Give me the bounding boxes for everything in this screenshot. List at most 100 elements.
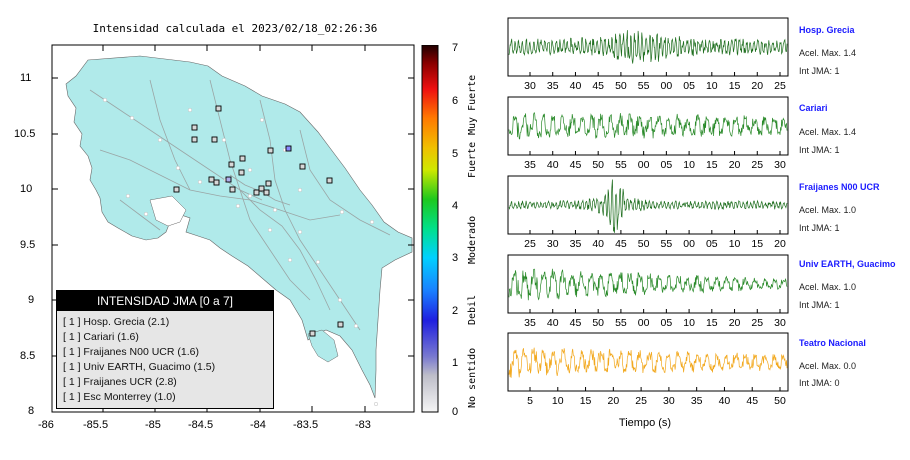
station-marker — [299, 163, 306, 170]
time-tick-label: 25 — [751, 317, 763, 329]
time-tick-label: 15 — [580, 395, 592, 407]
colorbar-tick: 3 — [452, 252, 459, 264]
time-tick-label: 35 — [524, 159, 536, 171]
legend-row: [ 1 ] Fraijanes N00 UCR (1.6) — [63, 346, 199, 358]
road-network — [89, 79, 391, 331]
time-tick-label: 20 — [607, 395, 619, 407]
time-tick-label: 40 — [592, 238, 604, 250]
time-tick-label: 10 — [706, 80, 718, 92]
station-acel: Acel. Max. 1.4 — [799, 48, 857, 58]
time-tick-label: 00 — [683, 238, 695, 250]
x-tick: -85 — [145, 419, 161, 431]
time-tick-label: 40 — [547, 159, 559, 171]
time-tick-label: 5 — [527, 395, 533, 407]
x-tick: -83 — [355, 419, 371, 431]
station-marker — [309, 330, 316, 337]
station-title: Univ EARTH, Guacimo — [799, 259, 896, 269]
station-acel: Acel. Max. 0.0 — [799, 361, 857, 371]
colorbar-tick: 5 — [452, 148, 459, 160]
station-marker — [267, 147, 274, 154]
colorbar-gradient — [421, 45, 439, 413]
station-title: Fraijanes N00 UCR — [799, 182, 880, 192]
level-label-fuerte: Fuerte — [467, 141, 478, 179]
station-marker — [191, 124, 198, 131]
station-int: Int JMA: 0 — [799, 378, 840, 388]
time-tick-label: 50 — [638, 238, 650, 250]
seismogram-frame — [507, 254, 789, 314]
time-tick-label: 20 — [729, 317, 741, 329]
time-tick-label: 50 — [774, 395, 786, 407]
seismogram-trace — [508, 111, 788, 140]
time-tick-label: 30 — [524, 80, 536, 92]
station-marker — [265, 180, 272, 187]
station-acel: Acel. Max. 1.4 — [799, 127, 857, 137]
time-tick-label: 40 — [547, 317, 559, 329]
legend-row: [ 1 ] Cariari (1.6) — [63, 331, 139, 343]
station-marker — [173, 186, 180, 193]
time-tick-label: 10 — [552, 395, 564, 407]
time-axis-label: Tiempo (s) — [618, 417, 672, 429]
station-marker — [238, 169, 245, 176]
y-tick: 8 — [28, 405, 35, 417]
station-marker — [239, 155, 246, 162]
time-tick-label: 55 — [661, 238, 673, 250]
legend-row: [ 1 ] Fraijanes UCR (2.8) — [63, 376, 177, 388]
y-tick: 9 — [28, 294, 35, 306]
time-tick-label: 25 — [751, 159, 763, 171]
time-tick-label: 25 — [524, 238, 536, 250]
x-tick: -84 — [250, 419, 266, 431]
seismogram-trace — [508, 347, 788, 378]
time-tick-label: 45 — [570, 317, 582, 329]
time-tick-label: 00 — [638, 317, 650, 329]
station-int: Int JMA: 1 — [799, 223, 840, 233]
seismogram-frame — [507, 17, 789, 77]
time-tick-label: 20 — [729, 159, 741, 171]
time-tick-label: 15 — [751, 238, 763, 250]
land-polygon — [65, 55, 413, 399]
colorbar-tick: 2 — [452, 305, 459, 317]
time-tick-label: 15 — [706, 317, 718, 329]
y-tick: 9.5 — [20, 239, 36, 251]
station-marker — [337, 321, 344, 328]
time-tick-label: 05 — [661, 317, 673, 329]
time-tick-label: 45 — [615, 238, 627, 250]
colorbar-tick: 4 — [452, 200, 459, 212]
station-acel: Acel. Max. 1.0 — [799, 282, 857, 292]
time-tick-label: 40 — [570, 80, 582, 92]
colorbar-tick: 7 — [452, 42, 459, 54]
time-tick-label: 20 — [774, 238, 786, 250]
level-label-moderado: Moderado — [467, 215, 478, 265]
time-tick-label: 35 — [691, 395, 703, 407]
time-tick-label: 10 — [683, 159, 695, 171]
time-tick-label: 55 — [615, 159, 627, 171]
time-tick-label: 30 — [774, 159, 786, 171]
intensity-legend: INTENSIDAD JMA [0 a 7] [ 1 ] Hosp. Greci… — [56, 290, 274, 409]
y-tick: 10 — [20, 183, 33, 195]
seismogram-frame — [507, 332, 789, 392]
time-tick-label: 50 — [615, 80, 627, 92]
time-tick-label: 20 — [751, 80, 763, 92]
time-tick-label: 30 — [663, 395, 675, 407]
intensity-colorbar — [421, 45, 439, 413]
map-title: Intensidad calculada el 2023/02/18_02:26… — [92, 22, 378, 35]
seismogram-trace — [508, 30, 788, 64]
seismogram-trace — [508, 179, 788, 233]
level-label-debil: Debil — [467, 294, 478, 326]
station-marker — [191, 136, 198, 143]
station-marker — [263, 189, 270, 196]
time-tick-label: 05 — [661, 159, 673, 171]
station-marker — [258, 185, 265, 192]
time-tick-label: 40 — [719, 395, 731, 407]
time-tick-label: 45 — [592, 80, 604, 92]
time-tick-label: 35 — [547, 80, 559, 92]
station-title: Hosp. Grecia — [799, 25, 855, 35]
station-marker — [225, 176, 232, 183]
time-tick-label: 45 — [746, 395, 758, 407]
station-acel: Acel. Max. 1.0 — [799, 205, 857, 215]
station-marker — [213, 179, 220, 186]
station-marker — [229, 186, 236, 193]
legend-row: [ 1 ] Univ EARTH, Guacimo (1.5) — [63, 361, 216, 373]
time-tick-label: 05 — [683, 80, 695, 92]
seismogram-panels: 30 35 40 45 50 55 00 05 10 15 20 25 35 40 45 50 55 00 05 10… — [507, 17, 789, 407]
time-tick-label: 30 — [547, 238, 559, 250]
